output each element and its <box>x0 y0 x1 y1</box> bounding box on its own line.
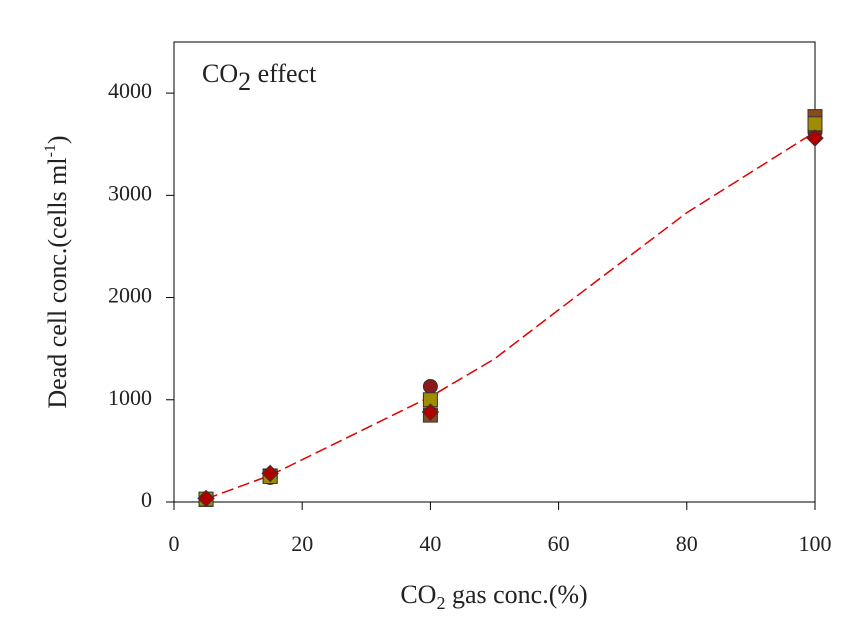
title-part: effect <box>251 59 317 88</box>
y-tick-label: 0 <box>141 487 152 512</box>
y-tick-label: 2000 <box>108 283 152 308</box>
y-axis-label: Dead cell conc.(cells ml-1) <box>42 135 72 408</box>
x-label-part: gas conc.(%) <box>445 580 587 609</box>
y-label-superscript: -1 <box>42 144 59 157</box>
y-tick-label: 3000 <box>108 180 152 205</box>
point <box>261 464 279 483</box>
point <box>807 116 823 132</box>
point <box>806 129 824 147</box>
y-label-part: ) <box>43 135 72 144</box>
y-tick-label: 1000 <box>108 385 152 410</box>
chart-title: CO2 effect <box>202 59 317 96</box>
x-tick-label: 20 <box>291 531 313 556</box>
x-label-subscript: 2 <box>436 593 445 613</box>
y-label-part: Dead cell conc.(cells ml <box>43 157 72 408</box>
point <box>421 403 440 421</box>
point <box>422 378 438 394</box>
title-subscript: 2 <box>238 67 251 96</box>
title-part: CO <box>202 59 238 88</box>
x-tick-label: 100 <box>799 531 832 556</box>
fit-line <box>205 131 816 500</box>
x-axis-label: CO2 gas conc.(%) <box>400 580 587 613</box>
x-tick-label: 60 <box>548 531 570 556</box>
plot-frame <box>173 41 816 503</box>
x-tick-label: 80 <box>676 531 698 556</box>
x-label-part: CO <box>400 580 436 609</box>
point <box>197 489 215 508</box>
x-tick-label: 0 <box>169 531 180 556</box>
x-tick-label: 40 <box>419 531 441 556</box>
y-tick-label: 4000 <box>108 78 152 103</box>
